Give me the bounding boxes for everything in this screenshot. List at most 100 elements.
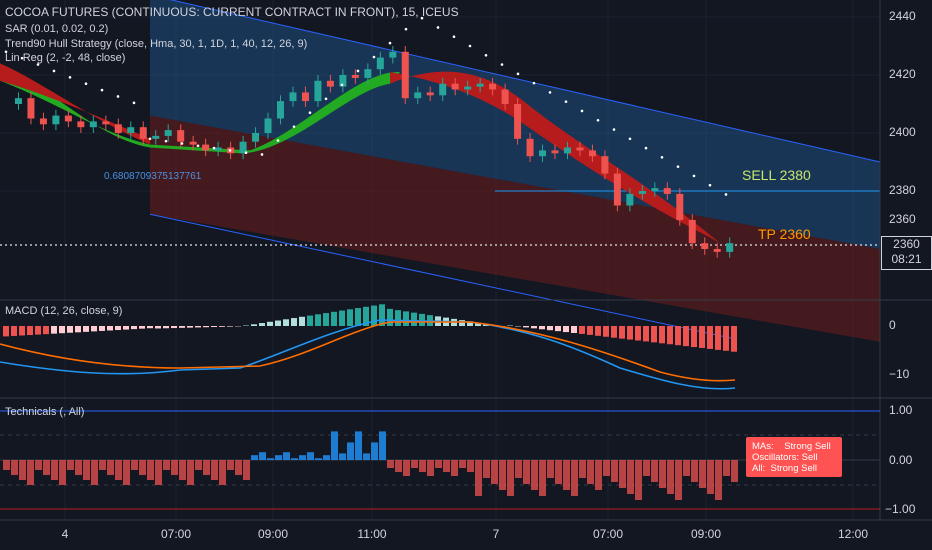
macd-indicator-label[interactable]: MACD (12, 26, close, 9) <box>5 305 123 317</box>
technicals-bar <box>123 460 130 485</box>
technicals-bar <box>323 455 330 460</box>
macd-bar <box>11 326 17 336</box>
technicals-bar <box>11 460 18 475</box>
candle-body <box>252 133 260 142</box>
technicals-bar <box>451 460 458 476</box>
sar-dot <box>468 44 472 48</box>
sar-dot <box>628 137 632 141</box>
candle-body <box>164 130 172 136</box>
sar-dot <box>532 81 536 85</box>
candle-body <box>339 75 347 87</box>
macd-bar <box>659 326 665 344</box>
technicals-bar <box>291 458 298 460</box>
macd-bar <box>651 326 657 343</box>
technicals-bar <box>659 460 666 488</box>
macd-bar <box>595 326 601 336</box>
macd-bar <box>227 326 233 327</box>
sar-dot <box>372 55 376 59</box>
sar-dot <box>516 72 520 76</box>
technicals-bar <box>195 460 202 470</box>
technicals-tick: 0.00 <box>889 453 913 467</box>
technicals-bar <box>259 452 266 460</box>
candle-body <box>476 83 484 87</box>
macd-bar <box>251 324 257 326</box>
sar-dot <box>484 53 488 57</box>
technicals-bar <box>683 460 690 476</box>
sar-dot <box>20 56 24 60</box>
time-tick: 07:00 <box>592 527 624 541</box>
sar-dot <box>436 26 440 29</box>
macd-bar <box>83 326 89 332</box>
sar-dot <box>100 88 104 92</box>
candle-body <box>464 86 472 90</box>
macd-bar <box>603 326 609 337</box>
macd-bar <box>395 310 401 326</box>
technicals-bar <box>435 460 442 468</box>
sar-dot <box>340 83 344 87</box>
sar-indicator-label[interactable]: SAR (0.01, 0.02, 0.2) <box>5 23 109 35</box>
macd-bar <box>715 326 721 350</box>
technicals-bar <box>579 460 586 478</box>
technicals-bar <box>211 460 218 480</box>
macd-bar <box>347 309 353 326</box>
candle-body <box>451 83 459 90</box>
technicals-bar <box>219 460 226 485</box>
macd-bar <box>331 311 337 326</box>
linreg-indicator-label[interactable]: Lin Reg (2, -2, 48, close) <box>5 52 126 64</box>
candle-body <box>688 220 696 244</box>
macd-bar <box>731 326 737 352</box>
chart-title: COCOA FUTURES (CONTINUOUS: CURRENT CONTR… <box>5 5 459 19</box>
price-tick: 2440 <box>889 9 916 23</box>
technicals-bar <box>467 460 474 472</box>
technicals-bar <box>371 442 378 460</box>
technicals-bar <box>403 460 410 476</box>
macd-bar <box>619 326 625 339</box>
technicals-bar <box>27 460 34 485</box>
technicals-bar <box>35 460 42 470</box>
technicals-bar <box>635 460 642 500</box>
technicals-bar <box>67 460 74 470</box>
candle-body <box>277 101 285 119</box>
macd-bar <box>187 326 193 328</box>
macd-bar <box>459 320 465 326</box>
macd-bar <box>323 313 329 326</box>
technicals-bar <box>627 460 634 494</box>
candle-body <box>651 188 659 191</box>
technicals-bar <box>187 460 194 485</box>
technicals-indicator-label[interactable]: Technicals (, All) <box>5 406 85 418</box>
macd-bar <box>419 313 425 326</box>
technicals-bar <box>427 460 434 476</box>
macd-bar <box>35 326 41 335</box>
candle-body <box>77 121 85 128</box>
candle-body <box>501 89 509 104</box>
macd-bar <box>683 326 689 347</box>
linreg-lower-line <box>149 213 736 340</box>
macd-bar <box>27 326 33 336</box>
technicals-bar <box>715 460 722 500</box>
technicals-tick: −1.00 <box>885 502 916 516</box>
macd-bar <box>707 326 713 349</box>
hull-strategy-label[interactable]: Trend90 Hull Strategy (close, Hma, 30, 1… <box>5 38 308 50</box>
macd-bar <box>307 315 313 326</box>
candle-body <box>613 173 621 206</box>
technicals-bar <box>395 460 402 472</box>
sar-dot <box>724 193 728 196</box>
sar-dot <box>132 101 136 105</box>
sar-dot <box>180 142 184 145</box>
candle-body <box>289 92 297 102</box>
candle-body <box>426 92 434 96</box>
candle-body <box>301 92 309 102</box>
sar-dot <box>452 35 456 39</box>
sar-dot <box>52 69 56 73</box>
candle-body <box>439 83 447 96</box>
macd-bar <box>475 322 481 326</box>
macd-bar <box>195 326 201 328</box>
sar-dot <box>644 146 648 150</box>
macd-bar <box>67 326 73 333</box>
sar-dot <box>244 151 248 155</box>
technicals-bar <box>179 460 186 480</box>
candle-body <box>39 118 47 125</box>
technicals-bar <box>611 460 618 482</box>
technicals-bar <box>643 460 650 476</box>
